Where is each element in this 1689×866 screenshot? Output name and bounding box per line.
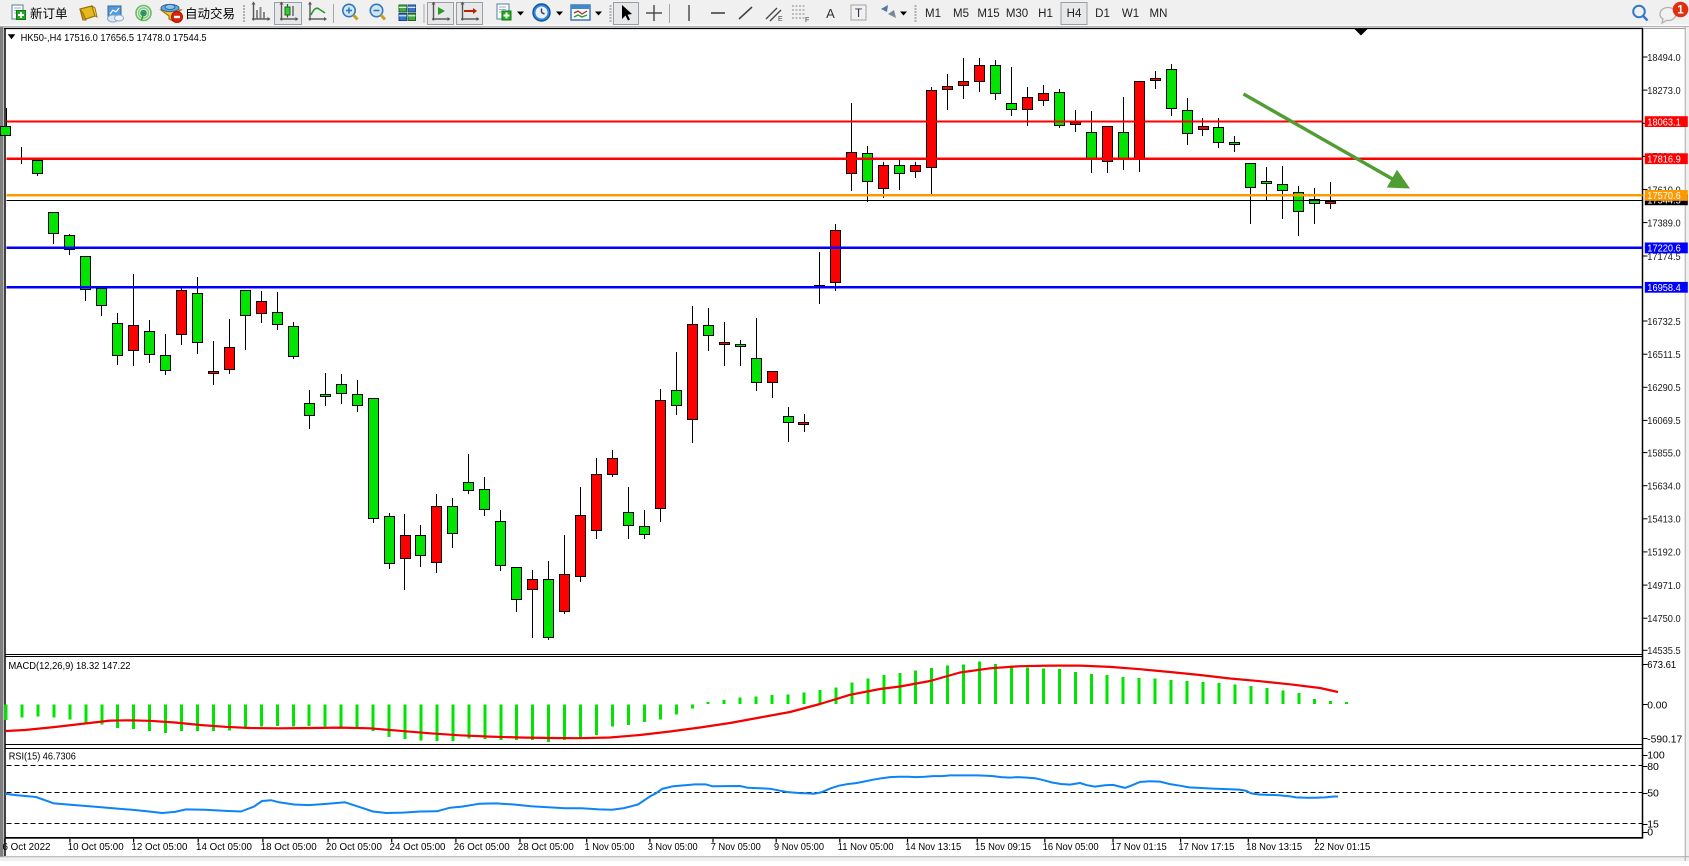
svg-text:22 Nov 01:15: 22 Nov 01:15	[1314, 841, 1370, 853]
svg-text:14 Oct 05:00: 14 Oct 05:00	[196, 841, 252, 853]
svg-text:28 Oct 05:00: 28 Oct 05:00	[518, 841, 574, 853]
svg-text:H4: H4	[1067, 8, 1082, 20]
svg-text:A: A	[826, 6, 835, 21]
svg-text:18 Nov 13:15: 18 Nov 13:15	[1246, 841, 1302, 853]
svg-text:14 Nov 13:15: 14 Nov 13:15	[905, 841, 961, 853]
svg-text:RSI(15) 46.7306: RSI(15) 46.7306	[9, 750, 76, 762]
svg-text:1: 1	[1677, 5, 1684, 17]
svg-text:0.00: 0.00	[1647, 699, 1667, 711]
svg-text:10 Oct 05:00: 10 Oct 05:00	[68, 841, 124, 853]
svg-text:18063.1: 18063.1	[1647, 116, 1681, 128]
svg-text:15855.0: 15855.0	[1647, 447, 1681, 459]
svg-text:18494.0: 18494.0	[1647, 52, 1681, 64]
svg-text:24 Oct 05:00: 24 Oct 05:00	[390, 841, 446, 853]
svg-text:M1: M1	[925, 8, 941, 20]
svg-text:F: F	[805, 17, 809, 24]
svg-text:7 Nov 05:00: 7 Nov 05:00	[711, 841, 761, 853]
svg-text:1 Nov 05:00: 1 Nov 05:00	[585, 841, 635, 853]
svg-text:D1: D1	[1095, 8, 1110, 20]
svg-text:15192.0: 15192.0	[1647, 547, 1681, 559]
svg-text:673.61: 673.61	[1647, 659, 1676, 671]
svg-text:18 Oct 05:00: 18 Oct 05:00	[261, 841, 317, 853]
svg-text:12 Oct 05:00: 12 Oct 05:00	[131, 841, 187, 853]
svg-text:T: T	[855, 6, 863, 20]
svg-text:16958.4: 16958.4	[1647, 282, 1681, 294]
svg-text:80: 80	[1647, 761, 1659, 773]
svg-text:HK50-,H4 17516.0 17656.5 1747: HK50-,H4 17516.0 17656.5 17478.0 17544.5	[21, 32, 207, 44]
svg-text:50: 50	[1647, 788, 1659, 800]
svg-text:14750.0: 14750.0	[1647, 613, 1681, 625]
svg-text:16290.5: 16290.5	[1647, 382, 1681, 394]
svg-text:E: E	[778, 16, 783, 23]
svg-text:18273.0: 18273.0	[1647, 85, 1681, 97]
svg-text:15413.0: 15413.0	[1647, 514, 1681, 526]
svg-text:16511.5: 16511.5	[1647, 349, 1681, 361]
svg-text:M5: M5	[953, 8, 969, 20]
svg-text:MACD(12,26,9) 18.32 147.22: MACD(12,26,9) 18.32 147.22	[9, 660, 131, 672]
svg-text:0: 0	[1647, 827, 1653, 839]
svg-text:M15: M15	[977, 8, 999, 20]
svg-text:26 Oct 05:00: 26 Oct 05:00	[454, 841, 510, 853]
svg-text:14971.0: 14971.0	[1647, 580, 1681, 592]
svg-text:H1: H1	[1038, 8, 1053, 20]
svg-text:W1: W1	[1122, 8, 1139, 20]
svg-text:17 Nov 01:15: 17 Nov 01:15	[1111, 841, 1167, 853]
svg-text:100: 100	[1647, 749, 1665, 761]
svg-text:17220.6: 17220.6	[1647, 243, 1681, 255]
svg-text:6 Oct 2022: 6 Oct 2022	[3, 841, 51, 853]
svg-text:M30: M30	[1006, 8, 1028, 20]
svg-text:11 Nov 05:00: 11 Nov 05:00	[838, 841, 894, 853]
svg-text:20 Oct 05:00: 20 Oct 05:00	[326, 841, 382, 853]
svg-text:-590.17: -590.17	[1647, 734, 1682, 746]
svg-text:17 Nov 17:15: 17 Nov 17:15	[1178, 841, 1234, 853]
svg-text:16069.5: 16069.5	[1647, 415, 1681, 427]
svg-text:MN: MN	[1150, 8, 1168, 20]
svg-text:14535.5: 14535.5	[1647, 645, 1681, 657]
svg-text:3 Nov 05:00: 3 Nov 05:00	[648, 841, 698, 853]
svg-text:自动交易: 自动交易	[185, 6, 235, 21]
svg-text:15 Nov 09:15: 15 Nov 09:15	[975, 841, 1031, 853]
svg-text:17389.0: 17389.0	[1647, 217, 1681, 229]
svg-text:9 Nov 05:00: 9 Nov 05:00	[774, 841, 824, 853]
svg-text:17816.9: 17816.9	[1647, 154, 1681, 166]
svg-text:17570.6: 17570.6	[1647, 190, 1681, 202]
svg-text:新订单: 新订单	[30, 6, 68, 21]
svg-text:16 Nov 05:00: 16 Nov 05:00	[1043, 841, 1099, 853]
svg-text:15634.0: 15634.0	[1647, 481, 1681, 493]
svg-text:16732.5: 16732.5	[1647, 316, 1681, 328]
